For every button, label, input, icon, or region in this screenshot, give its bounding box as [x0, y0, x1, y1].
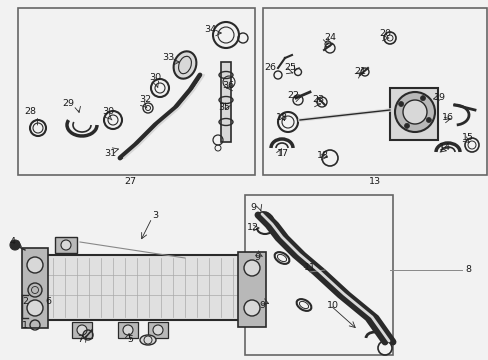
- Circle shape: [123, 325, 133, 335]
- Text: 28: 28: [24, 108, 36, 117]
- Text: 4: 4: [9, 238, 15, 247]
- Text: 22: 22: [286, 90, 298, 99]
- Text: 14: 14: [438, 144, 450, 153]
- Circle shape: [77, 325, 87, 335]
- Text: 9: 9: [253, 253, 260, 262]
- Circle shape: [244, 260, 260, 276]
- Bar: [221, 62, 230, 142]
- Text: 25: 25: [284, 63, 295, 72]
- Text: 23: 23: [311, 95, 324, 104]
- Bar: [55, 237, 77, 253]
- Bar: [22, 248, 48, 328]
- Text: 24: 24: [324, 33, 335, 42]
- Circle shape: [420, 96, 425, 101]
- Circle shape: [61, 240, 71, 250]
- Text: 19: 19: [433, 94, 445, 103]
- Bar: [389, 88, 437, 140]
- Ellipse shape: [140, 335, 156, 345]
- Text: 21: 21: [353, 68, 365, 77]
- Text: 29: 29: [62, 99, 74, 108]
- Text: 5: 5: [127, 336, 133, 345]
- Text: 33: 33: [162, 54, 174, 63]
- Circle shape: [394, 92, 434, 132]
- Circle shape: [27, 300, 43, 316]
- Text: 3: 3: [152, 211, 158, 220]
- Bar: [263, 8, 486, 175]
- Text: 18: 18: [275, 113, 287, 122]
- Bar: [238, 252, 265, 327]
- Bar: [45, 255, 240, 320]
- Text: 30: 30: [149, 73, 161, 82]
- Text: 20: 20: [378, 28, 390, 37]
- Bar: [72, 322, 92, 338]
- Circle shape: [27, 257, 43, 273]
- Text: 9: 9: [259, 301, 264, 310]
- Ellipse shape: [173, 51, 196, 79]
- Text: 7: 7: [77, 336, 83, 345]
- Text: 34: 34: [203, 26, 216, 35]
- Text: 18: 18: [316, 150, 328, 159]
- Text: 2: 2: [22, 297, 28, 306]
- Circle shape: [153, 325, 163, 335]
- Text: 8: 8: [464, 266, 470, 274]
- Text: 13: 13: [368, 177, 380, 186]
- Circle shape: [402, 100, 426, 124]
- Bar: [18, 8, 254, 175]
- Text: 17: 17: [276, 148, 288, 158]
- Text: 6: 6: [45, 297, 51, 306]
- Circle shape: [398, 102, 403, 107]
- Text: 30: 30: [102, 108, 114, 117]
- Circle shape: [426, 117, 430, 122]
- Text: 16: 16: [441, 113, 453, 122]
- Bar: [148, 322, 168, 338]
- Text: 36: 36: [222, 81, 234, 90]
- Text: 35: 35: [218, 104, 229, 112]
- Text: 11: 11: [304, 264, 315, 273]
- Text: 31: 31: [104, 148, 116, 158]
- Bar: [118, 322, 138, 338]
- Circle shape: [10, 240, 20, 250]
- Bar: [244, 195, 392, 355]
- Text: 32: 32: [139, 95, 151, 104]
- Text: 9: 9: [249, 203, 256, 212]
- Text: 1: 1: [22, 320, 28, 329]
- Text: 26: 26: [264, 63, 275, 72]
- Text: 10: 10: [326, 301, 338, 310]
- Text: 12: 12: [246, 224, 259, 233]
- Circle shape: [244, 300, 260, 316]
- Text: 27: 27: [124, 177, 136, 186]
- Circle shape: [404, 123, 408, 129]
- Text: 15: 15: [461, 134, 473, 143]
